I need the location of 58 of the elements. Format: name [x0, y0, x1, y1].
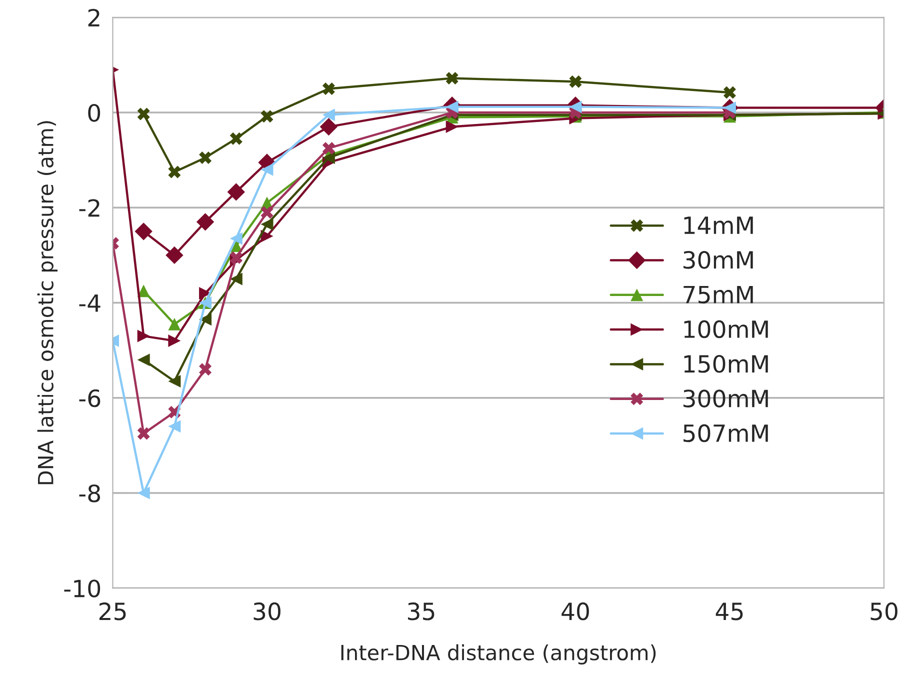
legend-label: 30mM — [684, 250, 753, 269]
point — [227, 183, 245, 201]
point — [196, 213, 214, 231]
point — [199, 151, 212, 164]
x-tick-label: 50 — [870, 602, 898, 620]
point — [199, 287, 212, 300]
point — [168, 334, 181, 348]
point — [137, 354, 150, 366]
legend-label: 300mM — [684, 390, 768, 408]
x-tick-label: 30 — [254, 602, 280, 620]
y-tick-label: -8 — [79, 484, 100, 502]
x-tick-label: 25 — [99, 602, 126, 620]
point — [260, 163, 274, 176]
legend-label: 150mM — [684, 354, 768, 373]
point — [260, 218, 274, 231]
point — [199, 363, 212, 376]
legend-label: 100mM — [684, 320, 768, 338]
y-tick-label: -10 — [64, 580, 100, 598]
point — [320, 118, 338, 136]
point — [723, 86, 736, 99]
point — [137, 330, 150, 342]
y-tick-label: -2 — [79, 199, 100, 217]
point — [137, 108, 150, 120]
point — [134, 222, 152, 240]
point — [168, 318, 181, 330]
legend-label: 14mM — [684, 216, 753, 234]
point — [446, 120, 458, 134]
point — [137, 427, 150, 440]
point — [230, 232, 242, 245]
point — [230, 251, 242, 264]
y-tick-label: -4 — [79, 294, 100, 312]
y-axis-title: DNA lattice osmotic pressure (atm) — [37, 121, 58, 484]
legend-label: 507mM — [684, 424, 768, 442]
point — [322, 82, 335, 95]
point — [569, 75, 582, 88]
point — [168, 420, 181, 433]
point — [168, 166, 181, 178]
point — [446, 100, 458, 114]
x-tick-label: 45 — [716, 602, 743, 620]
point — [168, 374, 181, 388]
point — [199, 313, 212, 326]
x-tick-label: 40 — [562, 602, 589, 620]
point — [137, 486, 150, 500]
legend-label: 75mM — [684, 286, 753, 304]
point — [166, 246, 184, 264]
y-tick-label: -6 — [79, 389, 100, 408]
point — [569, 100, 582, 114]
y-tick-label: 2 — [88, 8, 100, 26]
point — [260, 110, 274, 123]
point — [260, 206, 274, 219]
y-tick-label: 0 — [88, 104, 100, 122]
x-tick-label: 35 — [408, 602, 434, 620]
point — [230, 272, 242, 286]
point — [322, 142, 335, 154]
point — [322, 108, 335, 122]
point — [446, 72, 458, 85]
x-axis-title: Inter-DNA distance (angstrom) — [341, 644, 656, 664]
point — [230, 132, 242, 145]
